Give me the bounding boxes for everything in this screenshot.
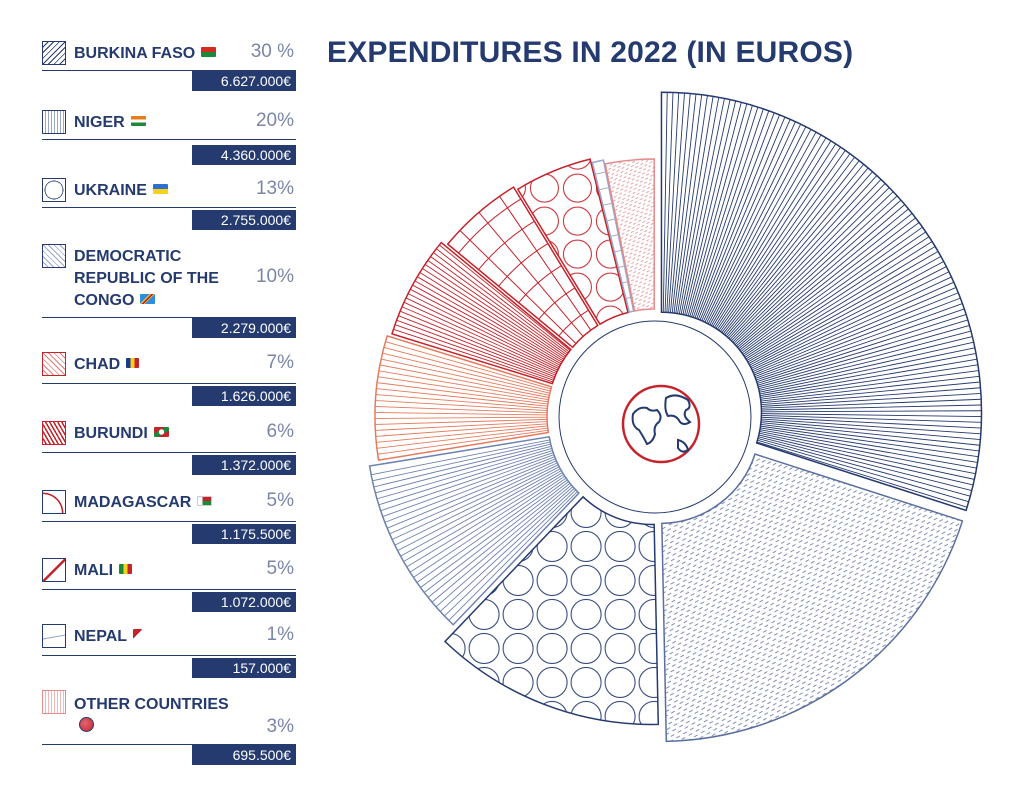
- legend-swatch: [42, 690, 66, 714]
- legend-amount: 695.500€: [192, 745, 296, 765]
- flag-nepal-icon: [133, 629, 143, 640]
- legend-percent: 3%: [266, 716, 294, 737]
- pie-slice-mali: [516, 158, 629, 326]
- legend-rule: [42, 139, 296, 140]
- legend-amount: 1.175.500€: [192, 524, 296, 544]
- legend-rule: [42, 70, 296, 71]
- legend-amount: 2.279.000€: [192, 318, 296, 338]
- pie-slice-ukraine: [443, 495, 660, 726]
- legend-label: NIGER: [74, 114, 125, 131]
- legend-swatch: [42, 41, 66, 65]
- legend-swatch: [42, 624, 66, 648]
- legend-percent: 10%: [255, 266, 294, 287]
- slice-hatching: [375, 341, 551, 455]
- slice-hatching: [458, 196, 592, 344]
- flag-burundi-icon: [153, 427, 169, 437]
- pie-slice-chad: [374, 335, 553, 462]
- pie-slice-madagascar: [446, 186, 599, 349]
- legend-swatch: [42, 490, 66, 514]
- legend-label: UKRAINE: [74, 182, 147, 199]
- legend-percent: 13%: [255, 178, 294, 199]
- flag-niger-icon: [130, 116, 146, 126]
- legend-amount: 4.360.000€: [192, 145, 296, 165]
- flag-mali-icon: [119, 564, 133, 574]
- legend-swatch: [42, 110, 66, 134]
- legend-swatch: [42, 421, 66, 445]
- legend-swatch: [42, 244, 66, 268]
- legend-rule: [42, 655, 296, 656]
- globe-icon: [621, 384, 701, 464]
- legend-rule: [42, 452, 296, 453]
- legend-percent: 6%: [266, 421, 294, 442]
- legend-amount: 157.000€: [192, 658, 296, 678]
- pie-slice-other-countries: [604, 158, 655, 312]
- pie-inner-ring: [558, 320, 752, 514]
- legend-amount: 1.372.000€: [192, 455, 296, 475]
- legend-swatch: [42, 558, 66, 582]
- flag-chad-icon: [126, 358, 140, 368]
- legend-label: OTHER COUNTRIES: [74, 696, 229, 713]
- legend-label: CHAD: [74, 356, 121, 373]
- legend-label: MALI: [74, 562, 114, 579]
- legend-swatch: [42, 178, 66, 202]
- globe-icon: [79, 717, 94, 732]
- legend-rule: [42, 744, 296, 745]
- legend-rule: [42, 317, 296, 318]
- slice-hatching: [393, 244, 571, 383]
- legend-percent: 5%: [266, 490, 294, 511]
- slice-hatching: [662, 92, 982, 508]
- legend-percent: 7%: [266, 352, 294, 373]
- pie-slices: [368, 91, 983, 743]
- legend-swatch: [42, 352, 66, 376]
- legend-rule: [42, 383, 296, 384]
- flag-burkina-faso-icon: [201, 47, 217, 57]
- legend-rule: [42, 521, 296, 522]
- legend-label: DEMOCRATIC REPUBLIC OF THE CONGO: [74, 248, 219, 309]
- flag-madagascar-icon: [197, 496, 213, 506]
- slice-hatching: [371, 439, 578, 621]
- legend-percent: 20%: [255, 110, 294, 131]
- legend-label: MADAGASCAR: [74, 494, 192, 511]
- legend-label: BURUNDI: [74, 425, 148, 442]
- legend-amount: 1.072.000€: [192, 592, 296, 612]
- legend-percent: 30 %: [250, 41, 294, 62]
- legend-amount: 2.755.000€: [192, 210, 296, 230]
- pie-slice-burundi: [391, 241, 572, 385]
- flag-ukraine-icon: [152, 184, 168, 194]
- pie-slice-burkina-faso: [660, 91, 983, 512]
- legend-rule: [42, 207, 296, 208]
- chart-legend: BURKINA FASO 30 % 6.627.000€ NIGER 20% 4…: [0, 0, 300, 809]
- pie-slice-democratic-republic-of-the-congo: [368, 435, 580, 626]
- pie-slice-niger: [661, 453, 964, 743]
- legend-label: NEPAL: [74, 628, 128, 645]
- legend-percent: 1%: [266, 624, 294, 645]
- legend-amount: 6.627.000€: [192, 71, 296, 91]
- slice-hatching: [596, 171, 631, 299]
- legend-label: BURKINA FASO: [74, 45, 196, 62]
- pie-chart: [368, 91, 983, 743]
- pie-slice-nepal: [591, 159, 635, 314]
- chart-title: EXPENDITURES IN 2022 (IN EUROS): [327, 36, 854, 69]
- legend-percent: 5%: [266, 558, 294, 579]
- legend-rule: [42, 589, 296, 590]
- legend-amount: 1.626.000€: [192, 386, 296, 406]
- flag-drc-icon: [140, 294, 156, 304]
